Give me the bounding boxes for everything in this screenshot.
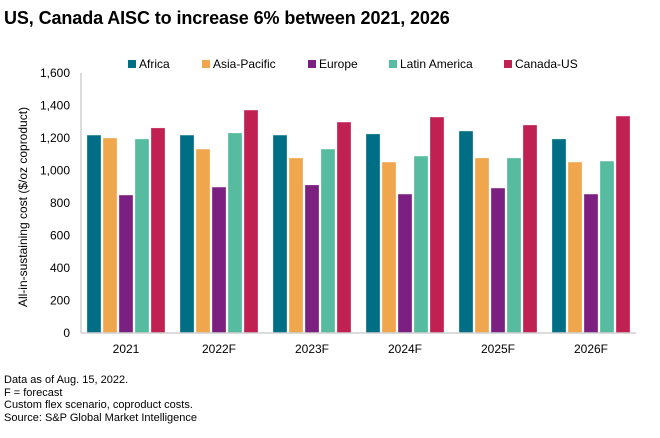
bar-latin-america-2025f bbox=[506, 157, 522, 334]
legend-swatch-europe bbox=[308, 60, 316, 68]
legend-item-africa: Africa bbox=[128, 57, 170, 71]
bar-canada-us-2023f bbox=[336, 121, 352, 334]
bar-canada-us-2021 bbox=[150, 127, 166, 334]
legend-item-asia-pacific: Asia-Pacific bbox=[202, 57, 276, 71]
legend-label-asia-pacific: Asia-Pacific bbox=[213, 57, 276, 71]
legend-swatch-asia-pacific bbox=[202, 60, 210, 68]
x-tick-label: 2026F bbox=[574, 342, 608, 356]
chart-title: US, Canada AISC to increase 6% between 2… bbox=[4, 8, 450, 28]
bar-africa-2021 bbox=[86, 134, 102, 334]
bar-africa-2026f bbox=[551, 138, 567, 334]
x-tick-label: 2024F bbox=[388, 342, 422, 356]
x-tick-label: 2023F bbox=[295, 342, 329, 356]
bar-canada-us-2022f bbox=[243, 109, 259, 334]
y-tick-label: 1,600 bbox=[40, 66, 70, 80]
x-tick-label: 2022F bbox=[202, 342, 236, 356]
y-axis-title: All-in-sustaining cost ($/oz coproduct) bbox=[16, 107, 30, 307]
bar-group-2024f bbox=[365, 116, 445, 334]
bar-latin-america-2021 bbox=[134, 138, 150, 334]
bar-canada-us-2026f bbox=[615, 115, 631, 334]
bar-canada-us-2024f bbox=[429, 116, 445, 334]
y-tick-label: 0 bbox=[63, 326, 70, 340]
legend-label-africa: Africa bbox=[139, 57, 170, 71]
bar-africa-2024f bbox=[365, 133, 381, 334]
x-tick-label: 2025F bbox=[481, 342, 515, 356]
legend: Africa Asia-Pacific Europe Latin America… bbox=[0, 57, 660, 75]
bar-asia-pacific-2024f bbox=[381, 161, 397, 334]
bar-europe-2023f bbox=[304, 184, 320, 334]
footer-scenario-note: Custom flex scenario, coproduct costs. bbox=[4, 399, 193, 411]
y-tick-label: 1,400 bbox=[40, 99, 70, 113]
bar-europe-2025f bbox=[490, 187, 506, 334]
y-tick-label: 600 bbox=[50, 229, 70, 243]
bar-africa-2025f bbox=[458, 130, 474, 334]
footer-forecast-note: F = forecast bbox=[4, 386, 63, 399]
y-axis-ticks: 0 200 400 600 800 1,000 1,200 1,400 1,600 bbox=[40, 66, 70, 340]
bar-europe-2021 bbox=[118, 194, 134, 334]
legend-item-latin-america: Latin America bbox=[389, 57, 473, 71]
bar-europe-2022f bbox=[211, 186, 227, 334]
footer-notes: Data as of Aug. 15, 2022. F = forecast C… bbox=[4, 374, 197, 424]
bar-latin-america-2026f bbox=[599, 160, 615, 334]
legend-label-canada-us: Canada-US bbox=[515, 57, 578, 71]
y-tick-label: 400 bbox=[50, 261, 70, 275]
footer-source: Source: S&P Global Market Intelligence bbox=[4, 411, 198, 424]
bar-asia-pacific-2026f bbox=[567, 161, 583, 334]
bar-europe-2026f bbox=[583, 193, 599, 334]
legend-swatch-latin-america bbox=[389, 60, 397, 68]
bar-africa-2022f bbox=[179, 134, 195, 334]
bar-group-2022f bbox=[179, 109, 259, 334]
y-tick-label: 1,000 bbox=[40, 164, 70, 178]
bar-asia-pacific-2022f bbox=[195, 148, 211, 334]
bar-africa-2023f bbox=[272, 134, 288, 334]
bar-asia-pacific-2025f bbox=[474, 157, 490, 334]
legend-item-europe: Europe bbox=[308, 57, 358, 71]
bar-group-2023f bbox=[272, 121, 352, 334]
bar-asia-pacific-2023f bbox=[288, 157, 304, 334]
y-tick-label: 200 bbox=[50, 294, 70, 308]
y-tick-label: 1,200 bbox=[40, 131, 70, 145]
bar-canada-us-2025f bbox=[522, 124, 538, 334]
x-tick-label: 2021 bbox=[113, 342, 140, 356]
legend-swatch-africa bbox=[128, 60, 136, 68]
bar-asia-pacific-2021 bbox=[102, 137, 118, 334]
bar-latin-america-2023f bbox=[320, 148, 336, 334]
legend-label-latin-america: Latin America bbox=[400, 57, 473, 71]
x-axis-ticks: 2021 2022F 2023F 2024F 2025F 2026F bbox=[113, 342, 608, 356]
bar-europe-2024f bbox=[397, 193, 413, 334]
footer-data-date: Data as of Aug. 15, 2022. bbox=[4, 374, 129, 386]
bar-latin-america-2024f bbox=[413, 155, 429, 334]
bar-group-2026f bbox=[551, 115, 631, 334]
y-tick-label: 800 bbox=[50, 196, 70, 210]
legend-swatch-canada-us bbox=[504, 60, 512, 68]
bar-group-2025f bbox=[458, 124, 538, 334]
legend-label-europe: Europe bbox=[319, 57, 358, 71]
bar-group-2021 bbox=[86, 127, 166, 334]
bars bbox=[86, 109, 631, 334]
legend-item-canada-us: Canada-US bbox=[504, 57, 578, 71]
bar-latin-america-2022f bbox=[227, 132, 243, 334]
